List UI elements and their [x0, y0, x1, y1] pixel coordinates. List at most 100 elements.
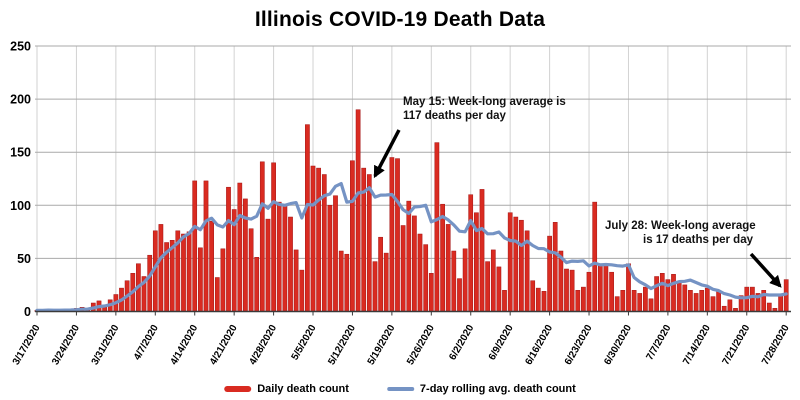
daily-death-bar: [428, 273, 434, 312]
y-axis-label: 50: [17, 252, 31, 266]
x-tick-label: 7/7/2020: [644, 323, 673, 363]
x-tick-label: 5/19/2020: [366, 323, 398, 367]
daily-death-bar: [710, 296, 716, 312]
daily-death-bar: [496, 266, 502, 312]
daily-death-bar: [704, 287, 710, 312]
daily-death-bar: [293, 249, 299, 312]
x-tick-label: 4/28/2020: [247, 323, 279, 367]
rolling-avg-label: 7-day rolling avg. death count: [419, 383, 576, 395]
daily-death-bar: [203, 180, 209, 312]
daily-death-bar: [603, 265, 609, 312]
daily-death-count-label: Daily death count: [257, 383, 349, 395]
daily-death-bar: [226, 186, 231, 312]
x-tick-label: 4/7/2020: [132, 323, 161, 363]
daily-death-count-swatch: [224, 386, 252, 392]
x-tick-label: 4/14/2020: [169, 323, 201, 367]
daily-death-bar: [457, 278, 462, 312]
x-tick-label: 7/28/2020: [760, 323, 792, 367]
daily-death-bar: [169, 240, 175, 312]
annotation-may-15: May 15: Week-long average is 117 deaths …: [403, 95, 566, 123]
daily-death-bar: [451, 250, 457, 312]
rolling-avg-swatch: [386, 387, 414, 391]
daily-death-bar: [237, 182, 243, 312]
daily-death-bar: [643, 286, 648, 312]
x-tick-label: 7/14/2020: [681, 323, 713, 367]
daily-death-bar: [564, 268, 569, 312]
annotation-may-15-line2: 117 deaths per day: [403, 110, 506, 122]
daily-death-bar: [688, 290, 693, 312]
daily-death-bar: [412, 215, 417, 312]
annotation-july-28-line2: is 17 deaths per day: [643, 234, 753, 246]
daily-death-bar: [485, 261, 490, 312]
daily-death-bar: [327, 205, 333, 312]
daily-death-bar: [158, 224, 164, 312]
daily-death-bar: [541, 291, 547, 312]
daily-death-bar: [631, 290, 637, 312]
daily-death-bar: [265, 218, 271, 312]
daily-death-bar: [671, 274, 676, 312]
daily-death-bar: [378, 236, 383, 312]
annotation-july-28-line1: July 28: Week-long average: [605, 220, 756, 232]
daily-death-bar: [519, 219, 524, 312]
daily-death-bar: [597, 263, 603, 312]
daily-death-bar: [586, 271, 592, 312]
daily-death-bar: [310, 165, 316, 312]
y-axis-label: 250: [10, 40, 31, 54]
daily-death-bar: [147, 254, 153, 312]
x-tick-label: 4/21/2020: [208, 323, 240, 367]
daily-death-bar: [654, 276, 659, 312]
daily-death-bar: [535, 287, 541, 312]
daily-death-bar: [699, 290, 705, 312]
axes-layer: 3/17/2020 3/24/2020 3/31/2020 4/7/2020 4/14/…: [10, 40, 792, 368]
daily-death-bar: [530, 280, 536, 312]
daily-death-bar: [693, 293, 699, 312]
daily-death-bar: [778, 295, 783, 312]
x-tick-label: 6/30/2020: [602, 323, 634, 367]
annotation-july-28: July 28: Week-long average is 17 deaths …: [605, 219, 756, 247]
daily-death-bar: [276, 201, 282, 312]
daily-death-bar: [366, 174, 372, 312]
daily-death-bar: [727, 299, 733, 312]
chart-title: Illinois COVID-19 Death Data: [254, 8, 546, 31]
daily-death-bar: [620, 290, 626, 312]
x-tick-label: 5/12/2020: [326, 323, 358, 367]
daily-death-bar: [192, 180, 198, 312]
daily-death-bar: [648, 298, 654, 312]
daily-death-bar: [552, 222, 558, 312]
daily-death-bar: [750, 286, 755, 312]
annotation-arrows-layer: [373, 129, 782, 288]
daily-death-bar: [271, 162, 276, 312]
daily-death-bar: [355, 109, 361, 312]
daily-death-bar: [468, 194, 474, 312]
daily-death-bar: [333, 195, 338, 312]
daily-death-bar: [614, 296, 620, 312]
legend-item-rolling-avg: 7-day rolling avg. death count: [386, 383, 576, 395]
daily-death-bar: [575, 290, 581, 312]
daily-death-bar: [434, 142, 440, 312]
rolling-avg-layer: [35, 182, 788, 312]
y-axis-label: 150: [10, 146, 31, 160]
daily-death-bar: [389, 157, 395, 312]
daily-death-bar: [209, 220, 214, 312]
x-tick-label: 3/31/2020: [90, 323, 122, 367]
daily-death-bar: [609, 271, 614, 312]
daily-death-bar: [395, 158, 400, 312]
y-axis-label: 0: [24, 305, 31, 319]
daily-death-bar: [344, 253, 350, 312]
x-tick-label: 5/5/2020: [290, 323, 319, 363]
x-tick-label: 3/24/2020: [50, 323, 82, 367]
daily-death-bar: [288, 216, 293, 312]
daily-death-bar: [400, 225, 406, 312]
daily-death-bar: [479, 189, 485, 312]
daily-death-bar: [423, 244, 429, 312]
daily-death-bar: [513, 216, 519, 312]
daily-death-bar: [338, 250, 344, 312]
daily-death-bar: [186, 231, 192, 312]
y-axis-label: 200: [10, 93, 31, 107]
daily-death-bar: [682, 284, 688, 312]
x-tick-label: 6/2/2020: [447, 323, 476, 363]
daily-death-bar: [254, 257, 260, 312]
daily-death-bar: [214, 277, 220, 312]
